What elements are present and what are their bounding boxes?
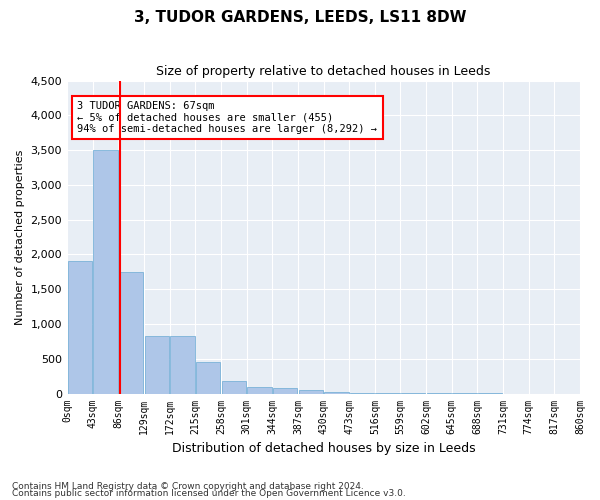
- Bar: [119, 272, 143, 394]
- Bar: [94, 150, 118, 394]
- Bar: [68, 262, 92, 394]
- Text: Contains HM Land Registry data © Crown copyright and database right 2024.: Contains HM Land Registry data © Crown c…: [12, 482, 364, 491]
- Bar: [247, 386, 272, 394]
- Bar: [350, 393, 374, 394]
- Text: 3 TUDOR GARDENS: 67sqm
← 5% of detached houses are smaller (455)
94% of semi-det: 3 TUDOR GARDENS: 67sqm ← 5% of detached …: [77, 101, 377, 134]
- Bar: [299, 390, 323, 394]
- Bar: [324, 392, 349, 394]
- Bar: [170, 336, 194, 394]
- Bar: [196, 362, 220, 394]
- Bar: [145, 336, 169, 394]
- X-axis label: Distribution of detached houses by size in Leeds: Distribution of detached houses by size …: [172, 442, 475, 455]
- Bar: [273, 388, 297, 394]
- Y-axis label: Number of detached properties: Number of detached properties: [15, 150, 25, 324]
- Text: 3, TUDOR GARDENS, LEEDS, LS11 8DW: 3, TUDOR GARDENS, LEEDS, LS11 8DW: [134, 10, 466, 25]
- Bar: [221, 382, 246, 394]
- Title: Size of property relative to detached houses in Leeds: Size of property relative to detached ho…: [157, 65, 491, 78]
- Text: Contains public sector information licensed under the Open Government Licence v3: Contains public sector information licen…: [12, 489, 406, 498]
